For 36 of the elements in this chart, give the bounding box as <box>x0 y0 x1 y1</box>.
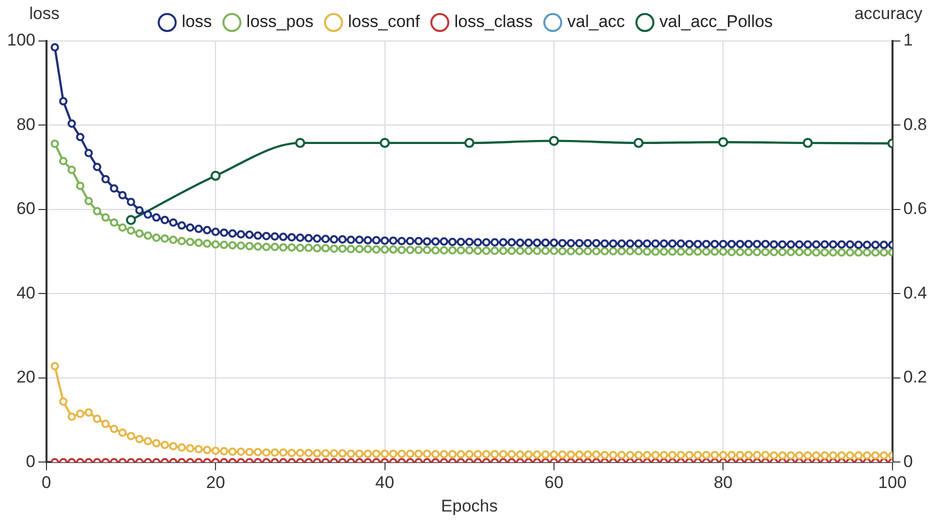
y-tick-label: 0 <box>26 452 36 471</box>
x-tick-label: 20 <box>206 473 226 492</box>
point <box>126 215 136 226</box>
y2-tick-label: 0 <box>903 452 913 471</box>
x-tick-label: 60 <box>544 473 564 492</box>
y2-tick-label: 0.6 <box>903 199 928 218</box>
point <box>718 137 728 148</box>
point <box>464 138 474 148</box>
y-tick-label: 20 <box>16 368 36 387</box>
point <box>802 138 813 148</box>
x-tick-label: 40 <box>375 473 394 492</box>
y-tick-label: 80 <box>16 114 36 134</box>
point <box>380 138 390 148</box>
x-axis-title: Epochs <box>441 496 498 516</box>
legend-label: loss <box>182 12 212 32</box>
y2-axis-title: accuracy <box>854 4 923 24</box>
point <box>210 170 221 181</box>
y-tick-label: 40 <box>16 283 36 302</box>
legend-label: loss_conf <box>348 12 420 32</box>
y2-tick-label: 0.4 <box>903 283 928 302</box>
point <box>295 138 306 148</box>
point <box>634 138 644 148</box>
x-tick-label: 0 <box>42 473 52 492</box>
legend-label: loss_class <box>454 12 533 32</box>
y2-tick-label: 0.8 <box>903 114 928 134</box>
y2-tick-label: 1 <box>903 30 913 50</box>
y-tick-label: 60 <box>16 199 36 218</box>
legend-label: loss_pos <box>246 12 314 32</box>
y-tick-label: 100 <box>6 30 36 50</box>
y-axis-title: loss <box>29 4 60 24</box>
legend-label: val_acc_Pollos <box>659 12 773 32</box>
legend-label: val_acc <box>567 12 626 32</box>
x-tick-label: 100 <box>878 473 907 492</box>
x-tick-label: 80 <box>714 473 733 492</box>
y2-tick-label: 0.2 <box>903 368 928 387</box>
point <box>548 136 559 146</box>
